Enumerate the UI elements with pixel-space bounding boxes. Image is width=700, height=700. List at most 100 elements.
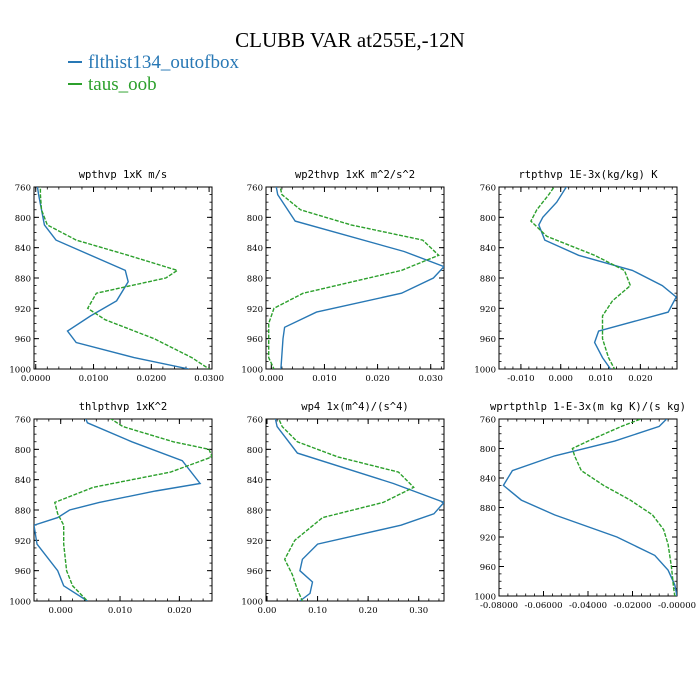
ytick-label-4-4: 920 — [15, 537, 31, 547]
panel-frame-4 — [33, 418, 213, 602]
panel-title-6: wprtpthlp 1-E-3x(m kg K)/(s kg) — [490, 401, 686, 413]
xtick-label-2-1: 0.010 — [312, 374, 336, 384]
legend-item-1: flthist134_outofbox — [68, 52, 239, 74]
series-line-1-2 — [39, 187, 210, 369]
ytick-label-4-1: 800 — [15, 446, 31, 456]
legend-item-2: taus_oob — [68, 74, 157, 96]
ytick-label-2-0: 760 — [247, 184, 263, 194]
ytick-label-2-6: 1000 — [241, 366, 263, 376]
series-line-4-1 — [34, 419, 202, 601]
ytick-label-1-2: 840 — [15, 244, 31, 254]
xtick-label-4-2: 0.020 — [167, 606, 191, 616]
xtick-label-5-0: 0.00 — [258, 606, 277, 616]
ytick-label-2-2: 840 — [247, 244, 263, 254]
ytick-label-2-1: 800 — [247, 214, 263, 224]
series-line-2-2 — [268, 187, 440, 369]
panel-5: wp4 1x(m^4)/(s^4)76080084088092096010000… — [241, 401, 445, 616]
xtick-label-1-3: 0.0300 — [194, 374, 224, 384]
legend-label-1: flthist134_outofbox — [88, 52, 239, 73]
ytick-label-1-0: 760 — [15, 184, 31, 194]
panel-frame-2 — [265, 186, 445, 370]
series-line-3-2 — [530, 187, 632, 369]
ytick-label-3-6: 1000 — [474, 366, 496, 376]
xtick-label-3-0: -0.010 — [507, 374, 534, 384]
ytick-label-4-0: 760 — [15, 416, 31, 426]
panel-title-3: rtpthvp 1E-3x(kg/kg) K — [518, 169, 658, 181]
xtick-label-3-1: 0.000 — [549, 374, 573, 384]
ytick-label-5-4: 920 — [247, 537, 263, 547]
xtick-label-2-2: 0.020 — [365, 374, 389, 384]
xtick-label-1-1: 0.0100 — [79, 374, 109, 384]
ytick-label-6-2: 840 — [480, 475, 496, 485]
xtick-label-6-0: -0.08000 — [480, 601, 518, 611]
xtick-label-3-3: 0.020 — [628, 374, 652, 384]
ytick-label-6-5: 960 — [480, 563, 496, 573]
series-line-6-2 — [571, 419, 676, 596]
legend-swatch-2 — [68, 82, 82, 85]
ytick-label-3-0: 760 — [480, 184, 496, 194]
panel-title-5: wp4 1x(m^4)/(s^4) — [301, 401, 408, 413]
xtick-label-6-4: -0.00000 — [658, 601, 696, 611]
series-line-5-1 — [274, 419, 444, 601]
ytick-label-6-1: 800 — [480, 445, 496, 455]
xtick-label-4-0: 0.000 — [49, 606, 73, 616]
ytick-label-5-5: 960 — [247, 567, 263, 577]
xtick-label-5-3: 0.30 — [409, 606, 428, 616]
panel-2: wp2thvp 1xK m^2/s^2 760 800 840 880 920 960 100… — [241, 169, 445, 384]
panel-title-4: thlpthvp 1xK^2 — [79, 401, 168, 413]
ytick-label-1-1: 800 — [15, 214, 31, 224]
figure-title: CLUBB VAR at255E,-12N — [235, 28, 465, 52]
panel-3: rtpthvp 1E-3x(kg/kg) K 760 800 840 880 920 960… — [474, 169, 678, 384]
ytick-label-3-5: 960 — [480, 335, 496, 345]
ytick-label-5-1: 800 — [247, 446, 263, 456]
ytick-label-5-3: 880 — [247, 507, 263, 517]
ytick-label-3-3: 880 — [480, 275, 496, 285]
ytick-label-3-4: 920 — [480, 305, 496, 315]
xtick-label-6-3: -0.02000 — [613, 601, 651, 611]
ytick-label-6-0: 760 — [480, 416, 496, 426]
xtick-label-5-2: 0.20 — [359, 606, 378, 616]
xtick-label-4-1: 0.010 — [108, 606, 132, 616]
panel-title-2: wp2thvp 1xK m^2/s^2 — [295, 169, 415, 181]
panel-1: wpthvp 1xK m/s 760 800 840 880 920 960 10000.00… — [9, 169, 224, 384]
xtick-label-1-0: 0.0000 — [21, 374, 51, 384]
ytick-label-6-6: 1000 — [474, 593, 496, 603]
ytick-label-5-2: 840 — [247, 476, 263, 486]
ytick-label-5-0: 760 — [247, 416, 263, 426]
panel-frame-1 — [33, 186, 213, 370]
ytick-label-5-6: 1000 — [241, 598, 263, 608]
panel-frame-6 — [498, 418, 678, 597]
ytick-label-1-6: 1000 — [9, 366, 31, 376]
ytick-label-6-3: 880 — [480, 504, 496, 514]
series-line-2-1 — [275, 187, 444, 369]
xtick-label-1-2: 0.0200 — [136, 374, 166, 384]
ytick-label-4-2: 840 — [15, 476, 31, 486]
xtick-label-6-2: -0.04000 — [569, 601, 607, 611]
ytick-label-4-3: 880 — [15, 507, 31, 517]
panel-6: wprtpthlp 1-E-3x(m kg K)/(s kg) 760 800 840… — [474, 401, 696, 611]
ytick-label-3-2: 840 — [480, 244, 496, 254]
panel-title-1: wpthvp 1xK m/s — [79, 169, 168, 181]
series-line-4-2 — [53, 419, 212, 601]
xtick-label-3-2: 0.010 — [588, 374, 612, 384]
xtick-label-2-0: 0.000 — [259, 374, 283, 384]
ytick-label-1-3: 880 — [15, 275, 31, 285]
ytick-label-4-6: 1000 — [9, 598, 31, 608]
ytick-label-2-3: 880 — [247, 275, 263, 285]
series-line-5-2 — [278, 419, 415, 601]
legend-label-2: taus_oob — [88, 74, 157, 95]
ytick-label-4-5: 960 — [15, 567, 31, 577]
panel-4: thlpthvp 1xK^2 760 800 840 880 920 960 1000 0.00… — [9, 401, 213, 616]
series-line-1-1 — [36, 187, 190, 369]
series-line-6-1 — [502, 419, 677, 596]
ytick-label-3-1: 800 — [480, 214, 496, 224]
ytick-label-6-4: 920 — [480, 534, 496, 544]
legend-swatch-1 — [68, 60, 82, 63]
series-line-3-1 — [538, 187, 677, 369]
ytick-label-1-4: 920 — [15, 305, 31, 315]
xtick-label-5-1: 0.10 — [308, 606, 327, 616]
ytick-label-1-5: 960 — [15, 335, 31, 345]
xtick-label-2-3: 0.030 — [419, 374, 443, 384]
ytick-label-2-4: 920 — [247, 305, 263, 315]
